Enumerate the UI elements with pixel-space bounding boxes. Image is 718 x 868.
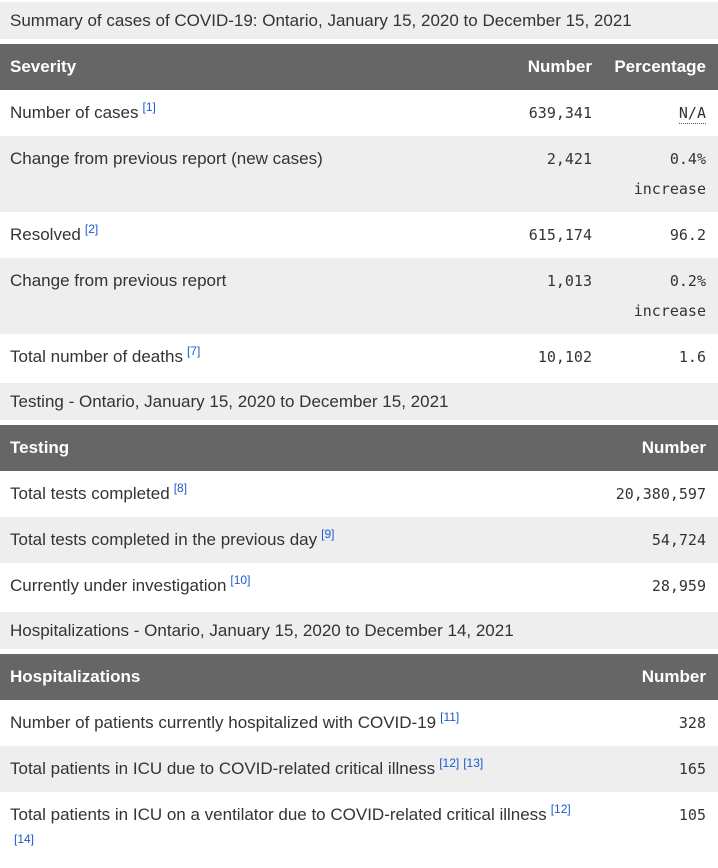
row-label-cell: Number of cases [1]	[0, 90, 450, 136]
row-label: Change from previous report	[10, 271, 227, 290]
row-label: Currently under investigation	[10, 576, 227, 595]
row-number: 105	[588, 792, 718, 868]
testing-header-row: Testing Number	[0, 425, 718, 471]
footnote-ref: [8]	[174, 481, 187, 495]
row-percentage: 0.4% increase	[592, 136, 718, 212]
row-label: Total patients in ICU on a ventilator du…	[10, 805, 547, 824]
footnote-link[interactable]: [12]	[439, 756, 460, 771]
hospitalizations-table-caption: Hospitalizations - Ontario, January 15, …	[0, 612, 718, 649]
row-label-cell: Total number of deaths [7]	[0, 334, 450, 380]
testing-table: Testing Number Total tests completed [8] …	[0, 425, 718, 609]
table-row: Total number of deaths [7] 10,102 1.6	[0, 334, 718, 380]
row-label-cell: Total tests completed [8]	[0, 471, 588, 517]
footnote-ref: [10]	[230, 573, 250, 587]
severity-table: Severity Number Percentage Number of cas…	[0, 44, 718, 380]
row-label: Total patients in ICU due to COVID-relat…	[10, 759, 436, 778]
table-row: Total patients in ICU due to COVID-relat…	[0, 746, 718, 792]
row-number: 10,102	[450, 334, 592, 380]
row-percentage: 96.2	[592, 212, 718, 258]
footnote-link[interactable]: [12]	[550, 802, 571, 817]
table-row: Number of cases [1] 639,341 N/A	[0, 90, 718, 136]
row-label-cell: Total patients in ICU on a ventilator du…	[0, 792, 588, 868]
footnote-ref: [7]	[187, 344, 200, 358]
col-header-percentage: Percentage	[592, 44, 718, 90]
severity-header-row: Severity Number Percentage	[0, 44, 718, 90]
table-row: Number of patients currently hospitalize…	[0, 700, 718, 746]
row-label: Number of cases	[10, 103, 139, 122]
row-percentage: 1.6	[592, 334, 718, 380]
severity-table-section: Summary of cases of COVID-19: Ontario, J…	[0, 2, 718, 380]
row-label-cell: Change from previous report	[0, 258, 450, 334]
table-row: Total tests completed [8] 20,380,597	[0, 471, 718, 517]
footnote-ref: [2]	[85, 222, 98, 236]
col-header-testing: Testing	[0, 425, 588, 471]
footnote-ref: [11]	[440, 710, 459, 724]
footnote-ref: [14]	[14, 832, 34, 846]
footnote-ref: [12]	[551, 802, 571, 816]
row-number: 54,724	[588, 517, 718, 563]
footnote-link[interactable]: [1]	[142, 100, 156, 115]
table-row: Total tests completed in the previous da…	[0, 517, 718, 563]
row-label: Total number of deaths	[10, 347, 183, 366]
row-percentage: 0.2% increase	[592, 258, 718, 334]
na-abbreviation: N/A	[678, 104, 706, 124]
hospitalizations-table: Hospitalizations Number Number of patien…	[0, 654, 718, 868]
col-header-number: Number	[450, 44, 592, 90]
hospitalizations-table-section: Hospitalizations - Ontario, January 15, …	[0, 612, 718, 868]
col-header-severity: Severity	[0, 44, 450, 90]
severity-table-caption: Summary of cases of COVID-19: Ontario, J…	[0, 2, 718, 39]
row-number: 639,341	[450, 90, 592, 136]
row-label-cell: Currently under investigation [10]	[0, 563, 588, 609]
row-label-cell: Resolved [2]	[0, 212, 450, 258]
col-header-hospitalizations: Hospitalizations	[0, 654, 588, 700]
row-label-cell: Change from previous report (new cases)	[0, 136, 450, 212]
table-row: Currently under investigation [10] 28,959	[0, 563, 718, 609]
row-number: 2,421	[450, 136, 592, 212]
footnote-link[interactable]: [9]	[321, 527, 335, 542]
testing-table-caption: Testing - Ontario, January 15, 2020 to D…	[0, 383, 718, 420]
footnote-link[interactable]: [7]	[186, 344, 201, 359]
row-percentage: N/A	[592, 90, 718, 136]
table-row: Resolved [2] 615,174 96.2	[0, 212, 718, 258]
row-label: Total tests completed in the previous da…	[10, 530, 318, 549]
footnote-link[interactable]: [10]	[230, 573, 251, 588]
row-number: 1,013	[450, 258, 592, 334]
table-row: Change from previous report 1,013 0.2% in…	[0, 258, 718, 334]
col-header-number: Number	[588, 425, 718, 471]
table-row: Total patients in ICU on a ventilator du…	[0, 792, 718, 868]
row-number: 328	[588, 700, 718, 746]
footnote-ref: [12]	[439, 756, 459, 770]
testing-table-section: Testing - Ontario, January 15, 2020 to D…	[0, 383, 718, 609]
table-row: Change from previous report (new cases) …	[0, 136, 718, 212]
col-header-number: Number	[588, 654, 718, 700]
footnote-link[interactable]: [8]	[173, 481, 188, 496]
row-number: 28,959	[588, 563, 718, 609]
footnote-link[interactable]: [2]	[84, 222, 99, 237]
row-label-cell: Total tests completed in the previous da…	[0, 517, 588, 563]
footnote-ref: [13]	[463, 756, 483, 770]
row-label-cell: Total patients in ICU due to COVID-relat…	[0, 746, 588, 792]
row-number: 20,380,597	[588, 471, 718, 517]
row-label-cell: Number of patients currently hospitalize…	[0, 700, 588, 746]
footnote-ref: [9]	[321, 527, 334, 541]
row-number: 165	[588, 746, 718, 792]
footnote-link[interactable]: [13]	[463, 756, 484, 771]
row-label: Change from previous report (new cases)	[10, 149, 323, 168]
footnote-link[interactable]: [14]	[14, 832, 35, 847]
row-label: Total tests completed	[10, 484, 170, 503]
row-label: Number of patients currently hospitalize…	[10, 713, 437, 732]
hospitalizations-header-row: Hospitalizations Number	[0, 654, 718, 700]
row-number: 615,174	[450, 212, 592, 258]
footnote-ref: [1]	[143, 100, 156, 114]
footnote-link[interactable]: [11]	[440, 710, 460, 725]
row-label: Resolved	[10, 225, 81, 244]
